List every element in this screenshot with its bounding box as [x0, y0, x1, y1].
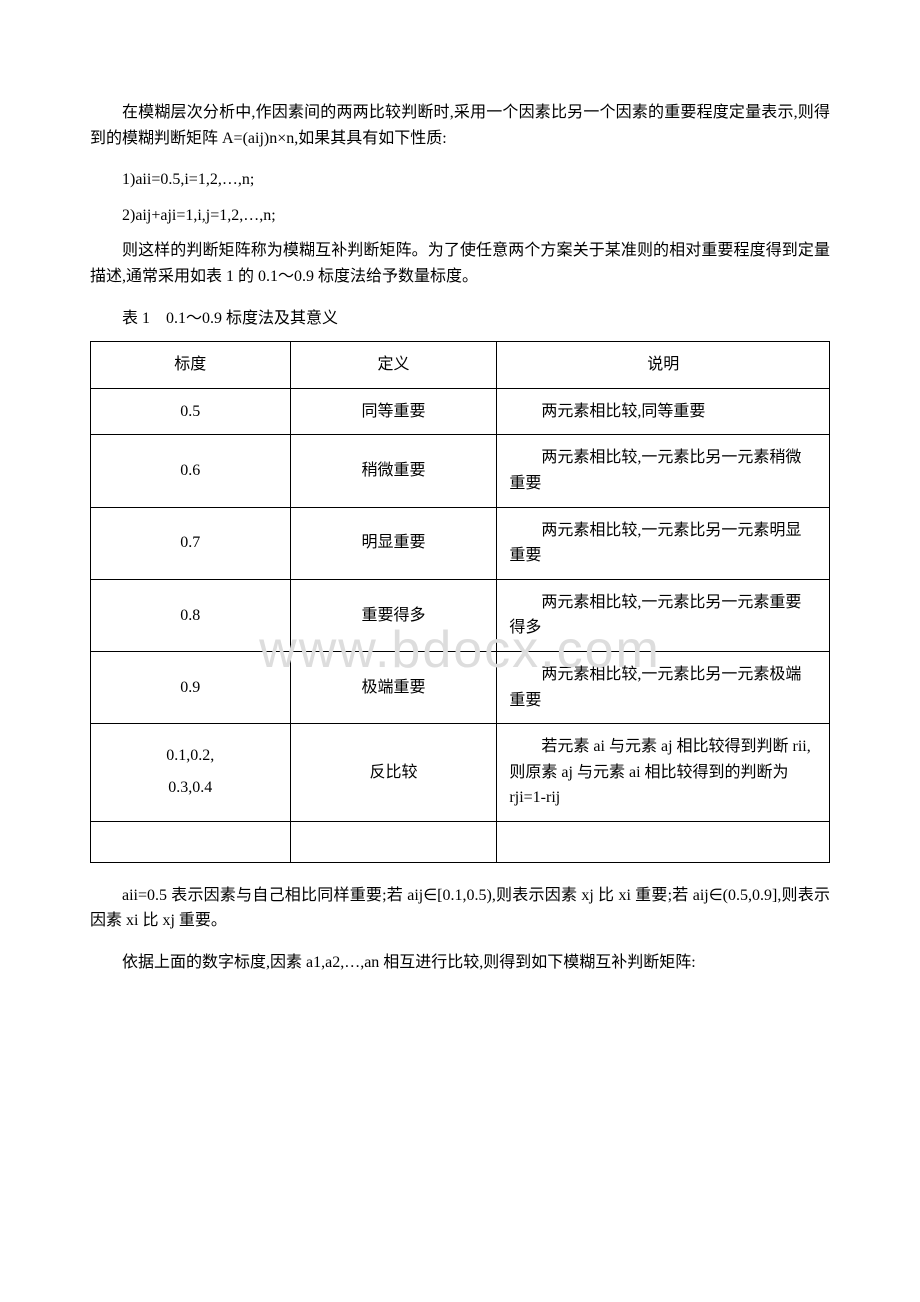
table-container: www.bdocx.com 标度 定义 说明 0.5 同等重要 两元素相比较,同…: [90, 341, 830, 863]
cell-description: 两元素相比较,一元素比另一元素明显重要: [497, 507, 830, 579]
paragraph-property-1: 1)aii=0.5,i=1,2,…,n;: [90, 167, 830, 193]
cell-definition: 同等重要: [290, 388, 497, 435]
table-caption: 表 1 0.1～0.9 标度法及其意义: [90, 306, 830, 332]
cell-definition: 反比较: [290, 724, 497, 822]
cell-description: 两元素相比较,同等重要: [497, 388, 830, 435]
col-header-scale: 标度: [91, 342, 291, 389]
table-row-empty: [91, 821, 830, 862]
cell-scale-line2: 0.3,0.4: [168, 779, 212, 796]
cell-definition: 稍微重要: [290, 435, 497, 507]
table-row: 0.7 明显重要 两元素相比较,一元素比另一元素明显重要: [91, 507, 830, 579]
table-row: 0.6 稍微重要 两元素相比较,一元素比另一元素稍微重要: [91, 435, 830, 507]
cell-scale-line1: 0.1,0.2,: [166, 747, 214, 764]
table-row: 0.5 同等重要 两元素相比较,同等重要: [91, 388, 830, 435]
cell-empty: [290, 821, 497, 862]
cell-description: 两元素相比较,一元素比另一元素极端重要: [497, 651, 830, 723]
table-row: 0.9 极端重要 两元素相比较,一元素比另一元素极端重要: [91, 651, 830, 723]
table-header-row: 标度 定义 说明: [91, 342, 830, 389]
table-row: 0.8 重要得多 两元素相比较,一元素比另一元素重要得多: [91, 579, 830, 651]
cell-definition: 重要得多: [290, 579, 497, 651]
cell-definition: 明显重要: [290, 507, 497, 579]
cell-scale: 0.9: [91, 651, 291, 723]
paragraph-conclusion: 依据上面的数字标度,因素 a1,a2,…,an 相互进行比较,则得到如下模糊互补…: [90, 950, 830, 976]
col-header-definition: 定义: [290, 342, 497, 389]
paragraph-matrix-desc: 则这样的判断矩阵称为模糊互补判断矩阵。为了使任意两个方案关于某准则的相对重要程度…: [90, 238, 830, 289]
cell-scale: 0.7: [91, 507, 291, 579]
scale-table: 标度 定义 说明 0.5 同等重要 两元素相比较,同等重要 0.6 稍微重要 两…: [90, 341, 830, 863]
table-row: 0.1,0.2, 0.3,0.4 反比较 若元素 ai 与元素 aj 相比较得到…: [91, 724, 830, 822]
cell-scale: 0.5: [91, 388, 291, 435]
cell-scale: 0.8: [91, 579, 291, 651]
cell-description: 若元素 ai 与元素 aj 相比较得到判断 rii,则原素 aj 与元素 ai …: [497, 724, 830, 822]
cell-scale: 0.6: [91, 435, 291, 507]
cell-empty: [91, 821, 291, 862]
paragraph-intro: 在模糊层次分析中,作因素间的两两比较判断时,采用一个因素比另一个因素的重要程度定…: [90, 100, 830, 151]
cell-scale: 0.1,0.2, 0.3,0.4: [91, 724, 291, 822]
cell-empty: [497, 821, 830, 862]
cell-definition: 极端重要: [290, 651, 497, 723]
cell-description: 两元素相比较,一元素比另一元素稍微重要: [497, 435, 830, 507]
paragraph-aii-desc: aii=0.5 表示因素与自己相比同样重要;若 aij∈[0.1,0.5),则表…: [90, 883, 830, 934]
paragraph-property-2: 2)aij+aji=1,i,j=1,2,…,n;: [90, 203, 830, 229]
document-page: 在模糊层次分析中,作因素间的两两比较判断时,采用一个因素比另一个因素的重要程度定…: [0, 0, 920, 1052]
cell-description: 两元素相比较,一元素比另一元素重要得多: [497, 579, 830, 651]
col-header-description: 说明: [497, 342, 830, 389]
